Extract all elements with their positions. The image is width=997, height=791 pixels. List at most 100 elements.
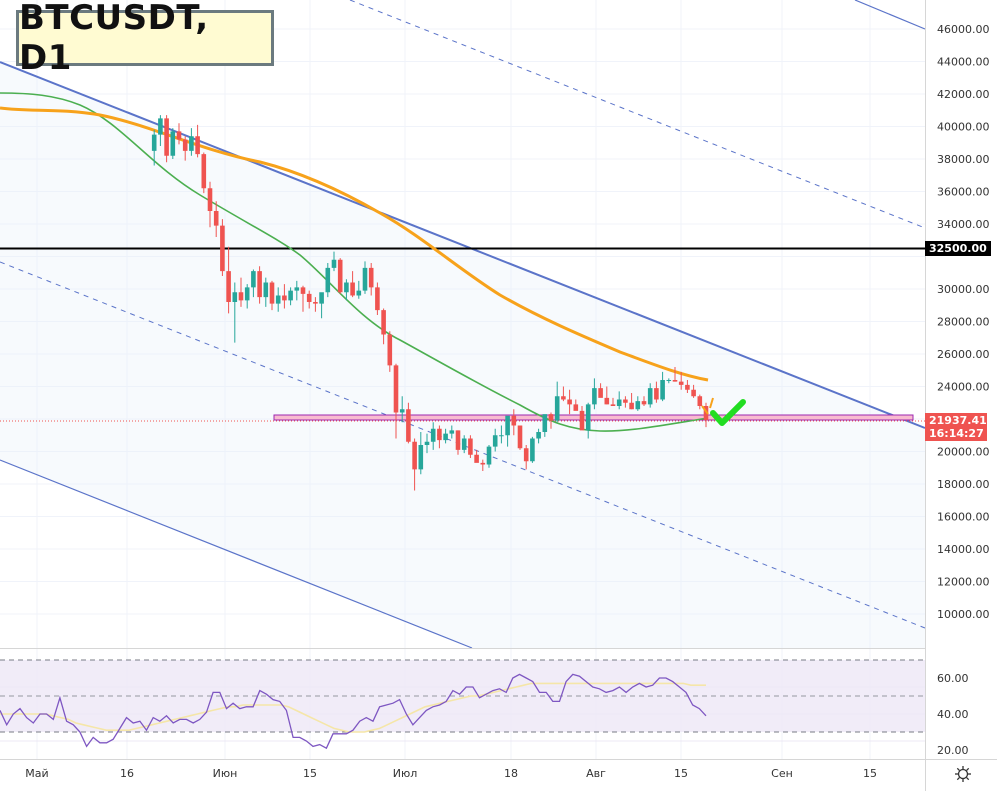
candle[interactable] xyxy=(604,386,610,405)
candle[interactable] xyxy=(313,297,318,312)
candle[interactable] xyxy=(412,438,417,491)
candle[interactable] xyxy=(647,383,653,408)
rsi-axis[interactable]: 60.00 40.00 20.00 xyxy=(937,672,969,757)
candle[interactable] xyxy=(505,415,510,447)
ma-fast-line[interactable] xyxy=(0,106,709,382)
candle[interactable] xyxy=(461,435,467,454)
candle[interactable] xyxy=(480,459,486,471)
candle[interactable] xyxy=(610,397,616,406)
candle[interactable] xyxy=(672,367,678,382)
candle[interactable] xyxy=(399,396,405,423)
candle[interactable] xyxy=(226,246,231,314)
candle[interactable] xyxy=(151,129,157,166)
candle[interactable] xyxy=(666,378,672,384)
candle[interactable] xyxy=(430,422,436,450)
descending-channel[interactable] xyxy=(0,0,926,649)
candle[interactable] xyxy=(189,128,194,156)
candle[interactable] xyxy=(424,433,430,454)
candle[interactable] xyxy=(406,402,411,444)
candle[interactable] xyxy=(542,414,548,437)
candle[interactable] xyxy=(182,136,188,161)
candle[interactable] xyxy=(375,282,380,316)
support-zone[interactable] xyxy=(273,414,914,421)
candle[interactable] xyxy=(282,284,287,309)
candle[interactable] xyxy=(207,181,213,228)
candle[interactable] xyxy=(158,115,163,146)
candle[interactable] xyxy=(486,445,492,468)
candle[interactable] xyxy=(356,280,362,299)
candle[interactable] xyxy=(443,428,448,444)
candle[interactable] xyxy=(468,435,473,458)
candle[interactable] xyxy=(592,378,597,410)
candle[interactable] xyxy=(331,251,337,272)
candle[interactable] xyxy=(232,282,238,343)
candle[interactable] xyxy=(548,412,554,429)
candle[interactable] xyxy=(579,406,585,431)
candle[interactable] xyxy=(598,383,603,398)
candle[interactable] xyxy=(220,219,225,276)
candle[interactable] xyxy=(511,409,517,436)
candle[interactable] xyxy=(449,425,455,439)
candle[interactable] xyxy=(685,380,690,393)
time-axis[interactable]: Май 16 Июн 15 Июл 18 Авг 15 Сен 15 xyxy=(25,767,877,780)
candle[interactable] xyxy=(350,271,355,298)
candle[interactable] xyxy=(244,284,250,309)
candle[interactable] xyxy=(251,269,256,298)
candle[interactable] xyxy=(561,386,566,402)
candle[interactable] xyxy=(536,428,541,444)
candle[interactable] xyxy=(654,381,659,403)
candle[interactable] xyxy=(660,371,665,402)
candle[interactable] xyxy=(703,402,709,428)
candle[interactable] xyxy=(325,263,331,298)
candle[interactable] xyxy=(523,445,529,470)
candle[interactable] xyxy=(554,381,560,423)
candle[interactable] xyxy=(362,261,368,294)
candle[interactable] xyxy=(641,396,647,406)
candle[interactable] xyxy=(492,428,498,452)
rsi-line[interactable] xyxy=(0,673,707,750)
candle[interactable] xyxy=(437,425,442,449)
candle[interactable] xyxy=(337,258,343,294)
candle[interactable] xyxy=(635,396,641,411)
candle[interactable] xyxy=(257,266,262,304)
candle[interactable] xyxy=(176,123,182,145)
candle[interactable] xyxy=(275,287,281,312)
candle[interactable] xyxy=(530,436,535,463)
candle[interactable] xyxy=(691,384,696,398)
settings-gear-icon[interactable] xyxy=(953,764,973,784)
candle[interactable] xyxy=(288,287,293,306)
candle[interactable] xyxy=(306,290,312,309)
candle[interactable] xyxy=(474,449,479,463)
candle[interactable] xyxy=(195,124,200,158)
candle[interactable] xyxy=(567,389,572,415)
candlestick-series[interactable] xyxy=(151,115,709,491)
candle[interactable] xyxy=(418,432,424,475)
candle[interactable] xyxy=(623,396,628,408)
candle[interactable] xyxy=(170,128,176,159)
candle[interactable] xyxy=(499,425,504,444)
candle[interactable] xyxy=(616,391,622,410)
candle[interactable] xyxy=(629,393,634,410)
candle[interactable] xyxy=(387,331,393,372)
candle[interactable] xyxy=(319,292,324,319)
candle[interactable] xyxy=(368,263,374,296)
candle[interactable] xyxy=(238,277,244,307)
candle[interactable] xyxy=(393,363,399,439)
candle[interactable] xyxy=(455,430,461,455)
candle[interactable] xyxy=(697,394,703,410)
candle[interactable] xyxy=(300,285,306,312)
candle[interactable] xyxy=(164,115,169,163)
candle[interactable] xyxy=(573,399,579,411)
candle[interactable] xyxy=(585,402,591,439)
candle[interactable] xyxy=(269,280,275,311)
candle[interactable] xyxy=(381,308,386,345)
candle[interactable] xyxy=(201,152,207,194)
candle[interactable] xyxy=(294,280,300,301)
candle[interactable] xyxy=(213,201,219,237)
candle[interactable] xyxy=(344,279,349,301)
price-axis[interactable]: 46000.00 44000.00 42000.00 40000.00 38000.00… xyxy=(937,23,990,621)
candle[interactable] xyxy=(263,277,269,307)
candle[interactable] xyxy=(678,371,684,390)
candle[interactable] xyxy=(517,425,523,450)
